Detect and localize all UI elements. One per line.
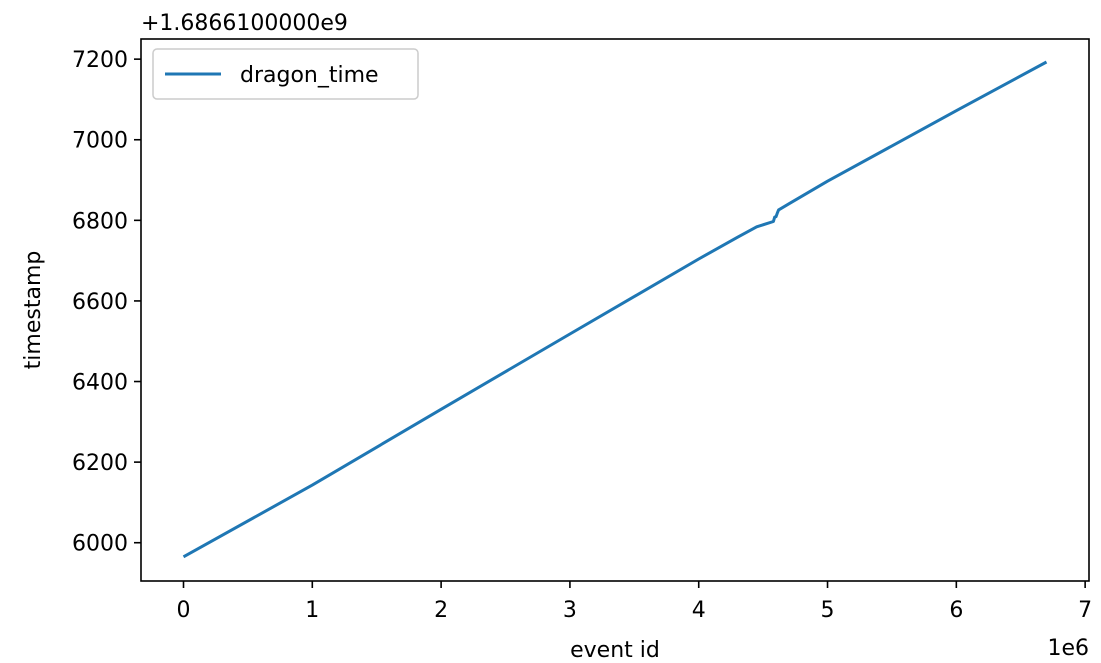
x-axis-label: event id bbox=[570, 638, 660, 663]
plot-frame bbox=[140, 38, 1090, 582]
x-tick-label: 4 bbox=[692, 598, 706, 623]
x-tick-label: 3 bbox=[563, 598, 577, 623]
y-tick-label: 6400 bbox=[72, 371, 128, 396]
x-tick-label: 0 bbox=[177, 598, 191, 623]
x-tick-label: 1 bbox=[305, 598, 319, 623]
legend: dragon_time bbox=[152, 48, 419, 100]
x-tick-label: 7 bbox=[1078, 598, 1092, 623]
x-offset-text: 1e6 bbox=[1047, 636, 1089, 661]
y-offset-text: +1.6866100000e9 bbox=[141, 11, 348, 36]
series-line-dragon_time bbox=[182, 60, 1048, 559]
y-axis-label: timestamp bbox=[21, 251, 46, 370]
y-tick-label: 6800 bbox=[72, 209, 128, 234]
legend-box bbox=[152, 48, 419, 100]
y-tick-label: 6000 bbox=[72, 532, 128, 557]
x-tick-label: 2 bbox=[434, 598, 448, 623]
y-tick-label: 6200 bbox=[72, 451, 128, 476]
legend-label: dragon_time bbox=[240, 63, 379, 88]
x-tick-label: 5 bbox=[821, 598, 835, 623]
y-tick-label: 6600 bbox=[72, 290, 128, 315]
x-tick-label: 6 bbox=[949, 598, 963, 623]
y-tick-label: 7000 bbox=[72, 129, 128, 154]
y-tick-label: 7200 bbox=[72, 48, 128, 73]
